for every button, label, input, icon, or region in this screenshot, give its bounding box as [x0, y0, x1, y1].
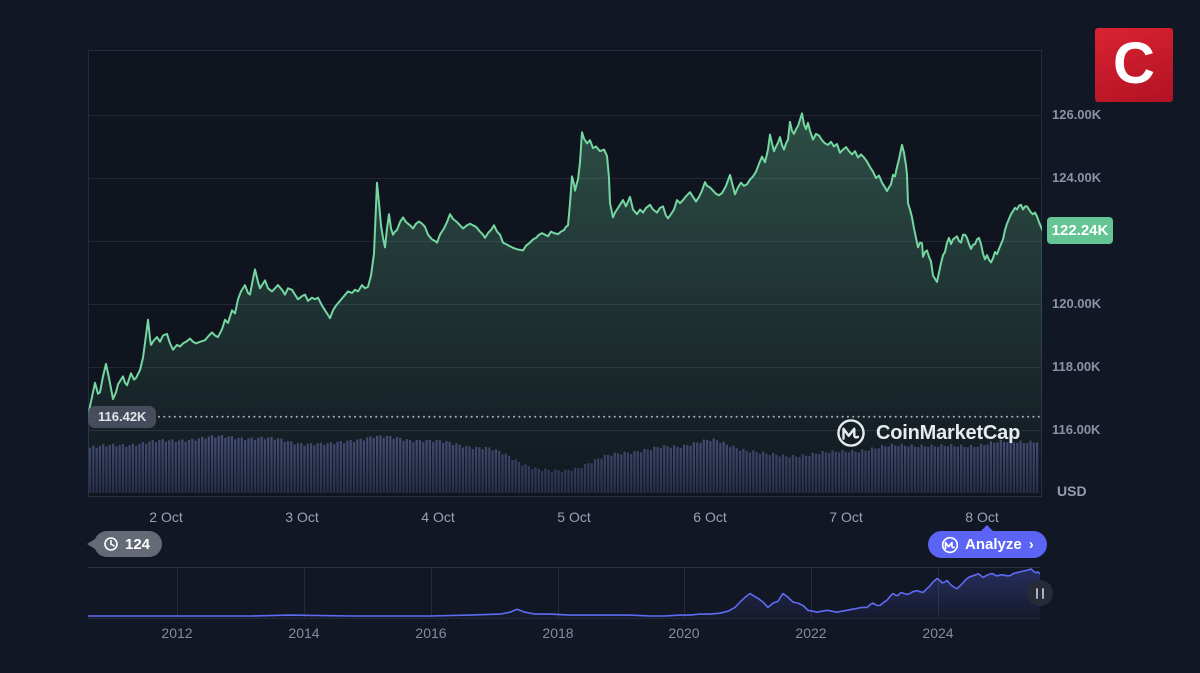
x-axis-day-label: 4 Oct [421, 509, 455, 525]
x-axis-day-label: 3 Oct [285, 509, 319, 525]
y-axis-unit-label: USD [1057, 483, 1087, 499]
current-price-badge: 122.24K [1047, 217, 1113, 244]
navigator-year-label: 2018 [542, 625, 574, 641]
x-axis-day-label: 8 Oct [965, 509, 999, 525]
navigator-year-label: 2020 [668, 625, 700, 641]
coinmarketcap-logo-icon [941, 536, 959, 553]
y-axis-label: 116.00K [1052, 422, 1101, 437]
history-count-badge[interactable]: 124 [87, 531, 163, 557]
navigator-year-label: 2012 [161, 625, 193, 641]
x-axis-day-label: 5 Oct [557, 509, 591, 525]
analyze-button[interactable]: Analyze › [928, 525, 1047, 558]
navigator-year-label: 2016 [415, 625, 447, 641]
navigator-year-label: 2014 [288, 625, 320, 641]
navigator-year-label: 2024 [922, 625, 954, 641]
analyze-button-tail [980, 525, 994, 532]
watermark-text: CoinMarketCap [876, 421, 1021, 444]
y-axis-label: 118.00K [1052, 359, 1101, 374]
history-badge-tail [87, 539, 95, 549]
y-axis-label: 124.00K [1052, 170, 1102, 185]
open-price-badge: 116.42K [88, 406, 157, 428]
clock-history-icon [104, 537, 118, 551]
y-axis-label: 120.00K [1052, 296, 1102, 311]
x-axis-day-label: 6 Oct [693, 509, 727, 525]
site-logo-letter: C [1113, 30, 1155, 96]
navigator-resize-handle[interactable] [1027, 580, 1053, 606]
coinmarketcap-watermark: CoinMarketCap [836, 418, 1020, 448]
chevron-right-icon: › [1028, 536, 1034, 553]
x-axis-day-label: 2 Oct [149, 509, 183, 525]
price-chart-svg[interactable] [88, 50, 1042, 497]
history-count: 124 [125, 535, 151, 553]
analyze-label: Analyze [965, 536, 1022, 553]
site-logo[interactable]: C [1095, 28, 1173, 102]
navigator-year-label: 2022 [795, 625, 827, 641]
coinmarketcap-logo-icon [837, 419, 865, 447]
x-axis-day-label: 7 Oct [829, 509, 863, 525]
y-axis-label: 126.00K [1052, 107, 1102, 122]
history-navigator-chart[interactable] [88, 567, 1040, 619]
